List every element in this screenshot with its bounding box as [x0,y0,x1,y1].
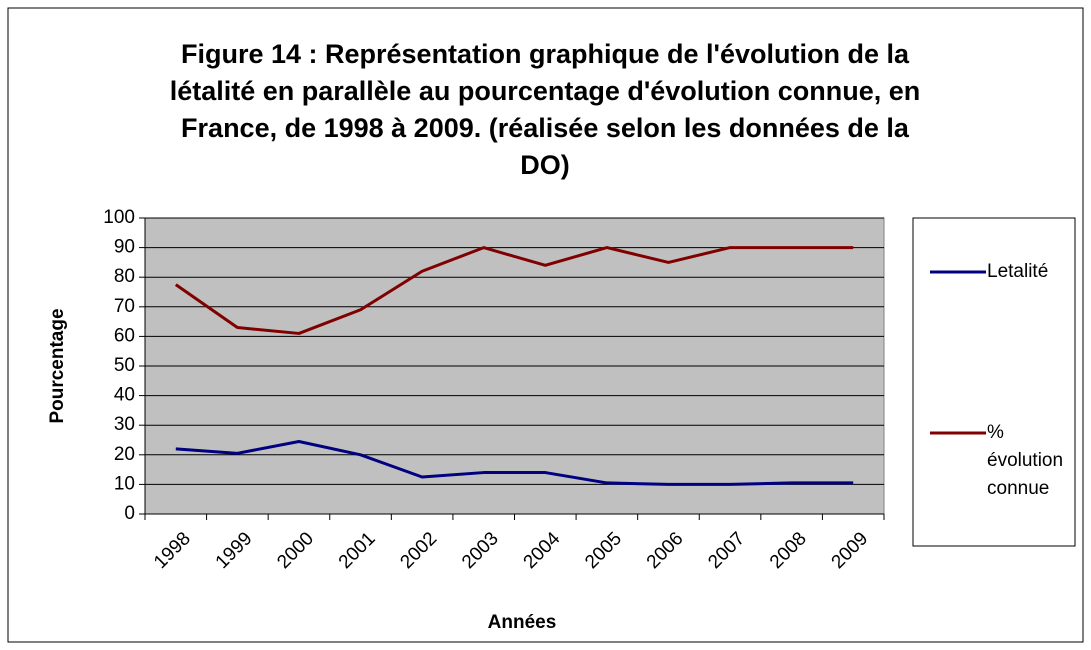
line-series [175,439,854,486]
y-tick-label: 10 [114,473,135,494]
y-tick-label: 50 [114,355,135,376]
legend-label: Letalité [987,261,1049,282]
y-tick-label: 90 [114,237,135,258]
line-series [174,246,854,335]
x-axis-label: Années [488,612,557,633]
y-tick-label: 20 [114,444,135,465]
y-tick-label: 30 [114,414,135,435]
y-axis-label: Pourcentage [47,308,68,423]
y-tick-label: 80 [114,266,135,287]
y-tick-label: 100 [103,207,135,228]
y-tick-label: 60 [114,325,135,346]
chart-title: Figure 14 : Représentation graphique de … [169,39,921,180]
y-tick-label: 40 [114,385,135,406]
legend-label: % évolution connue [987,422,1064,499]
y-tick-label: 70 [114,296,135,317]
y-tick-label: 0 [124,503,135,524]
